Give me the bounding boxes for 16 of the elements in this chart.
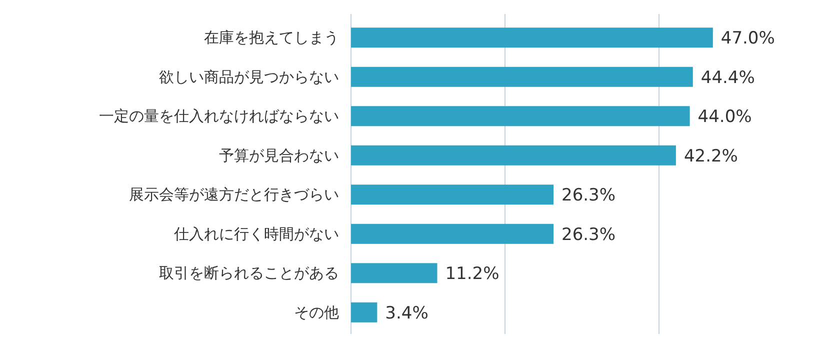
data-label: 44.0% — [698, 107, 752, 128]
category-label: 予算が見合わない — [219, 146, 339, 164]
category-label: 欲しい商品が見つからない — [159, 68, 339, 86]
data-label: 26.3% — [562, 224, 616, 245]
category-label: その他 — [294, 303, 339, 322]
category-label: 取引を断られることがある — [159, 264, 339, 282]
data-label: 44.4% — [700, 68, 755, 88]
data-label: 42.2% — [684, 146, 738, 166]
category-label: 一定の量を仕入れなければならない — [99, 107, 339, 126]
category-label: 仕入れに行く時間がない — [174, 224, 339, 243]
data-label: 3.4% — [385, 303, 428, 324]
data-label: 11.2% — [445, 264, 500, 284]
category-label: 展示会等が遠方だと行きづらい — [129, 186, 339, 204]
category-label: 在庫を抱えてしまう — [204, 28, 339, 47]
data-label: 26.3% — [562, 186, 616, 206]
data-label: 47.0% — [720, 28, 775, 49]
